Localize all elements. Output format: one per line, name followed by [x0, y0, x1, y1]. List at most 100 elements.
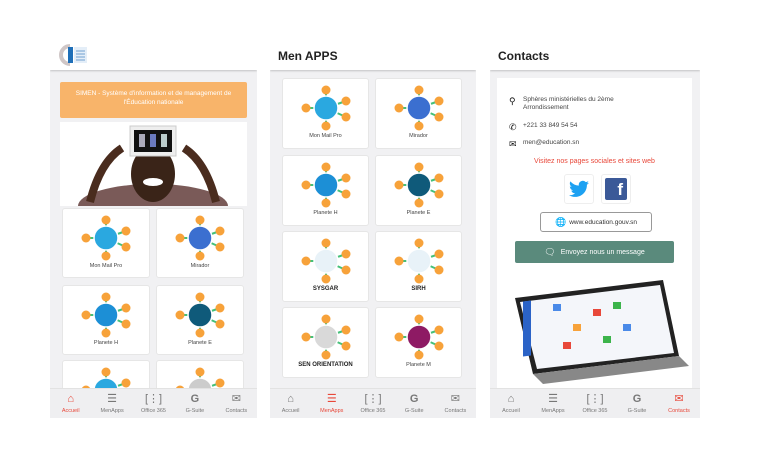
office-icon: [⋮]	[586, 393, 604, 405]
app-tile[interactable]: SEN ORIENTATION	[282, 307, 369, 378]
men-apps-screen: Men APPS Mon Mail Pro Mirador Planete H …	[270, 40, 476, 418]
facebook-icon: f	[605, 178, 627, 200]
contacts-screen: Contacts ⚲ Sphères ministérielles du 2ème…	[490, 40, 700, 418]
app-network-icon	[301, 162, 350, 208]
app-label: Planete H	[93, 340, 119, 346]
nav-office-365[interactable]: [⋮] Office 365	[360, 393, 386, 414]
nav-menapps[interactable]: ☰ MenApps	[541, 393, 565, 414]
app-network-icon	[301, 85, 350, 131]
page-title: Contacts	[498, 49, 550, 63]
layers-icon: ☰	[548, 393, 558, 405]
app-label: Planete E	[406, 210, 431, 216]
nav-office-365[interactable]: [⋮] Office 365	[582, 393, 608, 414]
app-label: Mon Mail Pro	[89, 263, 123, 269]
nav-accueil[interactable]: ⌂ Accueil	[61, 393, 80, 414]
email-row[interactable]: ✉ men@education.sn	[509, 139, 580, 149]
nav-g-suite[interactable]: G G-Suite	[627, 393, 647, 414]
google-icon: G	[409, 393, 419, 405]
nav-contacts[interactable]: ✉ Contacts	[668, 393, 690, 414]
home-icon: ⌂	[287, 393, 294, 405]
office-icon: [⋮]	[364, 393, 382, 405]
send-message-button[interactable]: 🗨 Envoyez nous un message	[515, 241, 674, 263]
nav-menapps[interactable]: ☰ MenApps	[320, 393, 344, 414]
facebook-button[interactable]: f	[601, 174, 631, 204]
app-network-icon	[175, 292, 225, 338]
nav-menapps[interactable]: ☰ MenApps	[100, 393, 124, 414]
google-icon: G	[190, 393, 200, 405]
laptop-image	[515, 280, 689, 384]
mail-icon: ✉	[674, 393, 684, 405]
app-tile[interactable]	[156, 360, 244, 388]
app-network-icon	[301, 314, 350, 360]
app-tile[interactable]: Planete E	[156, 285, 244, 355]
address-row: ⚲ Sphères ministérielles du 2ème Arrondis…	[509, 96, 614, 111]
app-network-icon	[81, 292, 131, 338]
twitter-button[interactable]	[564, 174, 594, 204]
app-network-icon	[394, 162, 443, 208]
google-icon: G	[632, 393, 642, 405]
home-icon: ⌂	[67, 393, 75, 405]
app-label: SIRH	[411, 286, 426, 292]
nav-office-365[interactable]: [⋮] Office 365	[141, 393, 166, 414]
office-icon: [⋮]	[144, 393, 163, 405]
app-tile[interactable]: SYSGAR	[282, 231, 369, 302]
nav-accueil[interactable]: ⌂ Accueil	[281, 393, 300, 414]
nav-accueil[interactable]: ⌂ Accueil	[502, 393, 520, 414]
phone-icon: ✆	[509, 122, 517, 132]
app-header: Contacts	[490, 40, 700, 70]
app-tile[interactable]: SIRH	[375, 231, 462, 302]
app-label: Planete E	[188, 340, 212, 346]
app-tile[interactable]: Planete H	[282, 155, 369, 226]
globe-icon: 🌐	[554, 216, 567, 227]
app-tile[interactable]	[62, 360, 150, 388]
layers-icon: ☰	[107, 393, 118, 405]
app-network-icon	[175, 367, 225, 388]
nav-contacts[interactable]: ✉ Contacts	[444, 393, 467, 414]
app-label: Mirador	[190, 263, 210, 269]
mail-icon: ✉	[450, 393, 461, 405]
app-tile[interactable]: Mirador	[375, 78, 462, 149]
nav-g-suite[interactable]: G G-Suite	[185, 393, 205, 414]
app-tile[interactable]: Planete M	[375, 307, 462, 378]
app-network-icon	[394, 314, 443, 360]
app-label: Planete H	[313, 210, 338, 216]
bottom-nav: ⌂ Accueil ☰ MenApps [⋮] Office 365 G G-Suite ✉ Co…	[490, 388, 700, 418]
app-network-icon	[301, 238, 350, 284]
location-pin-icon: ⚲	[509, 96, 516, 106]
app-tile[interactable]: Planete H	[62, 285, 150, 355]
app-header: Men APPS	[270, 40, 476, 70]
layers-icon: ☰	[326, 393, 337, 405]
website-link[interactable]: 🌐 www.education.gouv.sn	[540, 212, 652, 232]
envelope-icon: ✉	[509, 139, 517, 149]
bottom-nav: ⌂ Accueil ☰ MenApps [⋮] Office 365 G G-Suite ✉ Co…	[270, 388, 476, 418]
app-label: Planete M	[406, 362, 431, 368]
app-network-icon	[394, 85, 443, 131]
app-label: SEN ORIENTATION	[298, 362, 353, 368]
app-tile[interactable]: Mon Mail Pro	[282, 78, 369, 149]
app-tile[interactable]: Planete E	[375, 155, 462, 226]
home-screen: SIMEN - Système d'information et de mana…	[50, 40, 257, 418]
app-label: Mirador	[409, 133, 428, 139]
nav-contacts[interactable]: ✉ Contacts	[225, 393, 248, 414]
app-label: Mon Mail Pro	[309, 133, 342, 139]
bottom-nav: ⌂ Accueil ☰ MenApps [⋮] Office 365 G G-Suite ✉ Co…	[50, 388, 257, 418]
app-label: SYSGAR	[312, 286, 339, 292]
app-header	[50, 40, 257, 70]
mail-icon: ✉	[231, 393, 241, 405]
page-title: Men APPS	[278, 49, 338, 63]
simen-banner: SIMEN - Système d'information et de mana…	[60, 82, 247, 118]
hero-image	[60, 122, 247, 206]
home-icon: ⌂	[507, 393, 515, 405]
phone-row[interactable]: ✆ +221 33 849 54 54	[509, 122, 578, 132]
app-tile[interactable]: Mirador	[156, 208, 244, 278]
chat-icon: 🗨	[544, 246, 556, 257]
nav-g-suite[interactable]: G G-Suite	[404, 393, 424, 414]
app-tile[interactable]: Mon Mail Pro	[62, 208, 150, 278]
app-network-icon	[81, 367, 131, 388]
simen-logo	[59, 44, 87, 66]
app-network-icon	[81, 215, 131, 261]
twitter-icon	[569, 180, 589, 197]
contact-card: ⚲ Sphères ministérielles du 2ème Arrondis…	[497, 78, 692, 388]
app-network-icon	[394, 238, 443, 284]
social-heading: Visitez nos pages sociales et sites web	[534, 158, 655, 165]
